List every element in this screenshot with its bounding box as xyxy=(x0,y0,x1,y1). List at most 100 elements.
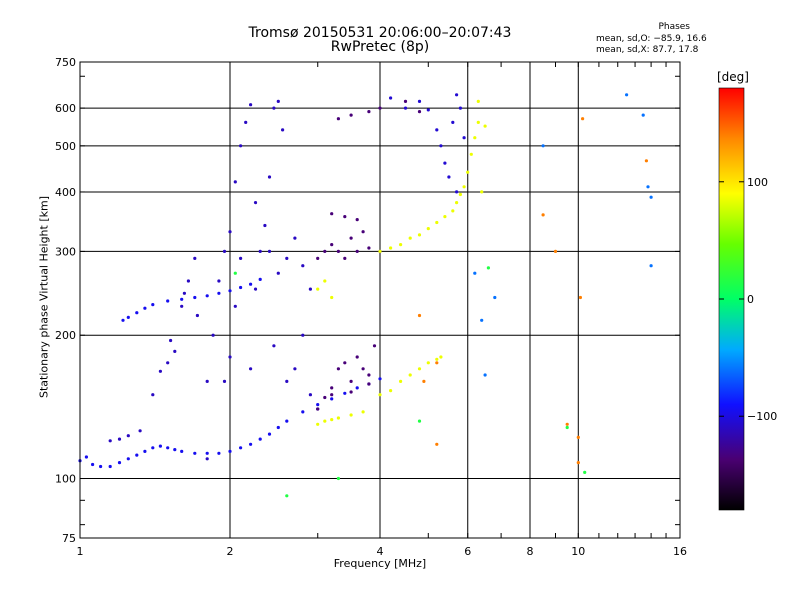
data-point xyxy=(276,99,280,103)
colorbar-tick-label: −100 xyxy=(747,410,777,423)
data-point xyxy=(323,419,327,423)
data-point xyxy=(476,120,480,124)
data-point xyxy=(480,190,484,194)
data-point xyxy=(276,425,280,430)
x-axis-label: Frequency [MHz] xyxy=(333,557,427,570)
data-point xyxy=(173,448,177,452)
data-point xyxy=(222,249,227,253)
data-point xyxy=(217,451,221,455)
data-point xyxy=(417,313,422,318)
data-point xyxy=(193,451,197,455)
data-point xyxy=(217,291,221,295)
data-point xyxy=(435,361,439,365)
data-point xyxy=(336,117,340,121)
data-point xyxy=(293,367,297,371)
data-point xyxy=(378,393,382,397)
data-point xyxy=(249,282,253,286)
data-point xyxy=(646,185,650,189)
data-point xyxy=(166,299,170,303)
data-point xyxy=(443,215,447,219)
data-point xyxy=(239,446,243,450)
data-point xyxy=(417,419,422,423)
data-point xyxy=(108,464,112,469)
data-point xyxy=(476,99,480,103)
data-point xyxy=(483,124,487,128)
data-point xyxy=(469,152,473,156)
y-tick-label: 75 xyxy=(62,532,76,545)
data-point xyxy=(205,457,209,461)
data-point xyxy=(336,249,340,253)
chart-subtitle: RwPretec (8p) xyxy=(330,39,430,55)
data-point xyxy=(349,113,353,117)
data-point xyxy=(228,355,232,359)
data-point xyxy=(455,201,459,205)
data-point xyxy=(389,389,393,393)
data-point xyxy=(151,393,155,397)
y-tick-label: 300 xyxy=(55,245,76,258)
data-point xyxy=(649,264,653,268)
phase-stats-heading: Phases xyxy=(658,22,690,32)
data-point xyxy=(158,444,162,448)
data-point xyxy=(451,209,455,213)
data-point xyxy=(330,397,334,401)
data-point xyxy=(151,303,155,307)
data-point xyxy=(493,295,497,300)
data-point xyxy=(308,287,312,291)
y-tick-label: 100 xyxy=(55,473,76,486)
data-point xyxy=(233,180,237,184)
data-point xyxy=(361,230,365,234)
data-point xyxy=(458,106,462,110)
phase-stats-x: mean, sd,X: 87.7, 17.8 xyxy=(596,45,699,55)
colorbar-unit: [deg] xyxy=(717,70,749,84)
data-point xyxy=(143,306,147,310)
data-point xyxy=(222,379,227,383)
data-point xyxy=(249,367,253,371)
data-point xyxy=(462,185,466,189)
data-point xyxy=(343,256,347,260)
data-point xyxy=(91,462,95,467)
data-point xyxy=(117,437,122,441)
data-point xyxy=(343,391,347,395)
data-point xyxy=(361,367,365,371)
data-point xyxy=(462,136,466,140)
data-point xyxy=(426,108,430,112)
data-point xyxy=(166,361,170,365)
data-point xyxy=(378,106,382,110)
data-point xyxy=(378,249,382,253)
data-point xyxy=(578,295,583,300)
x-tick-label: 10 xyxy=(571,545,585,558)
data-point xyxy=(349,413,353,417)
data-point xyxy=(541,213,545,217)
data-point xyxy=(186,279,190,283)
data-point xyxy=(576,435,580,439)
data-point xyxy=(267,432,272,436)
data-point xyxy=(330,393,334,397)
data-point xyxy=(389,96,393,100)
data-point xyxy=(180,304,184,308)
data-point xyxy=(267,249,272,253)
data-point xyxy=(417,367,422,371)
data-point xyxy=(301,333,305,337)
data-point xyxy=(276,271,280,275)
data-point xyxy=(117,461,122,465)
data-point xyxy=(217,279,221,283)
data-point xyxy=(285,256,289,260)
data-point xyxy=(408,236,412,240)
x-tick-label: 16 xyxy=(673,545,687,558)
data-point xyxy=(336,476,340,481)
data-point xyxy=(205,294,209,298)
data-point xyxy=(169,338,173,343)
data-point xyxy=(316,407,320,411)
x-axis: 1 2 4 6 8 10 16 xyxy=(77,62,687,558)
data-point xyxy=(258,277,262,281)
data-point xyxy=(253,287,258,291)
data-point xyxy=(263,223,267,228)
data-point xyxy=(408,373,412,377)
data-point xyxy=(285,419,289,423)
data-point xyxy=(435,357,439,361)
data-point xyxy=(281,128,285,132)
data-point xyxy=(389,246,393,250)
data-point xyxy=(258,437,262,441)
data-point xyxy=(480,318,484,322)
